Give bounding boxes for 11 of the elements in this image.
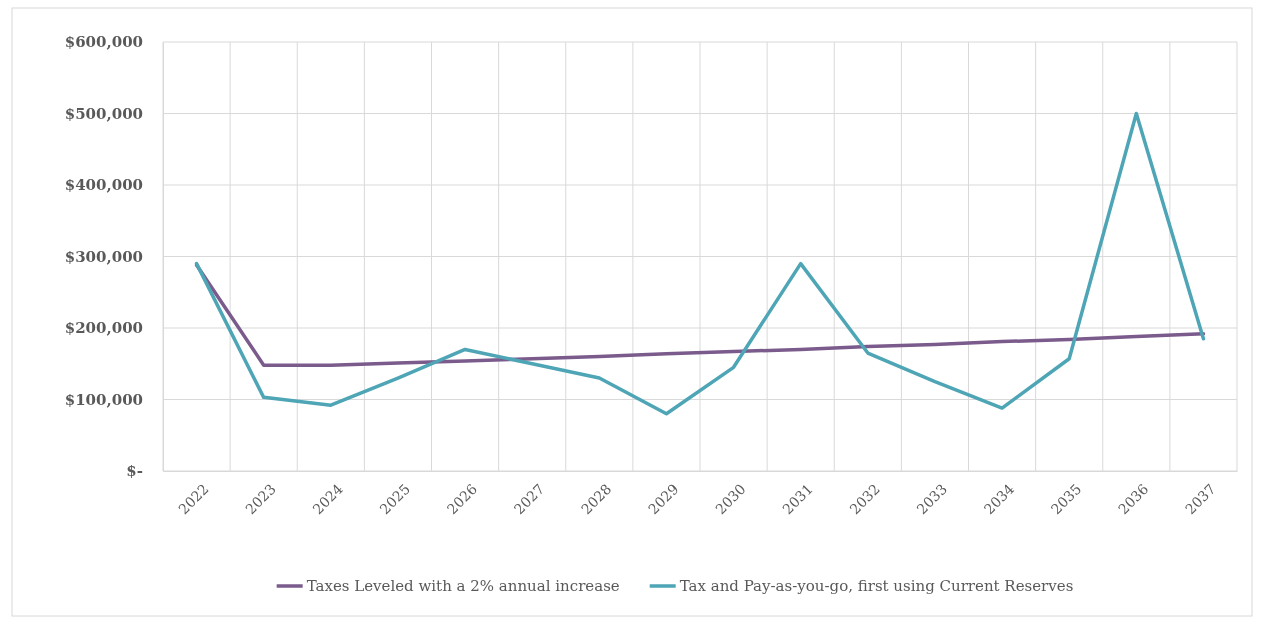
- y-tick-label: $600,000: [64, 33, 143, 52]
- legend-label: Tax and Pay-as-you-go, first using Current Reserves: [679, 577, 1074, 596]
- y-tick-label: $200,000: [64, 319, 143, 338]
- line-series: [194, 263, 1206, 367]
- y-tick-label: $500,000: [64, 104, 143, 123]
- y-tick-label: $100,000: [64, 390, 143, 409]
- line-series: [194, 111, 1206, 416]
- y-tick-label: $400,000: [64, 176, 143, 195]
- y-tick-label: $-: [126, 462, 143, 481]
- y-tick-label: $300,000: [64, 247, 143, 266]
- legend-label: Taxes Leveled with a 2% annual increase: [306, 577, 620, 596]
